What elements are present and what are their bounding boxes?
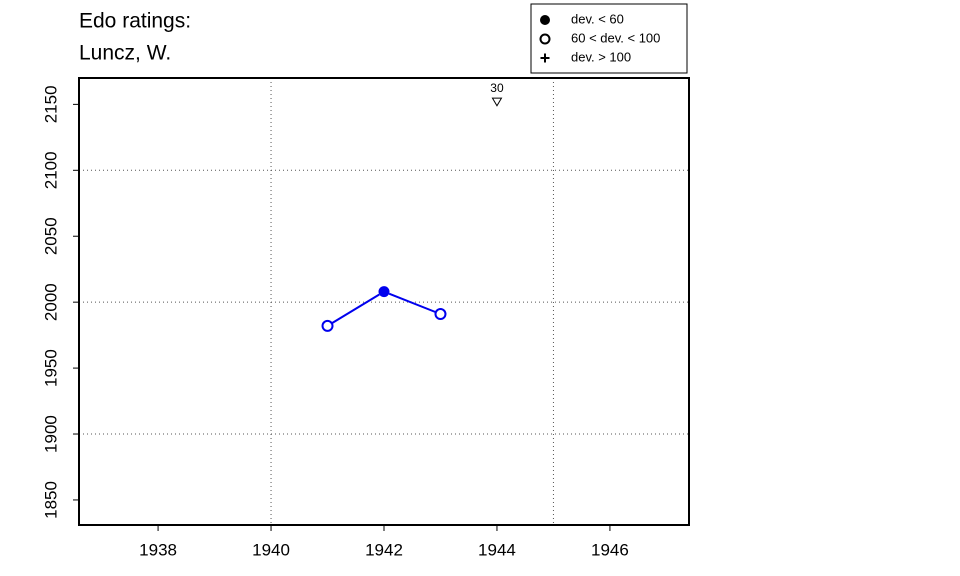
y-tick-label: 2050 <box>41 217 60 255</box>
point <box>378 286 390 298</box>
y-tick-label: 1900 <box>41 415 60 453</box>
x-tick-label: 1940 <box>252 540 290 559</box>
point <box>491 97 503 107</box>
y-tick-label: 1950 <box>41 349 60 387</box>
y-tick-label: 1850 <box>41 481 60 519</box>
legend-label: 60 < dev. < 100 <box>571 30 660 45</box>
plot-frame <box>78 77 690 526</box>
point <box>434 308 447 321</box>
series-line <box>331 292 436 324</box>
legend-label: dev. < 60 <box>571 11 624 26</box>
chart-title: Edo ratings: <box>79 10 191 33</box>
point <box>539 33 551 45</box>
chart-title: Luncz, W. <box>79 42 171 65</box>
point <box>540 53 550 63</box>
x-tick-label: 1938 <box>139 540 177 559</box>
legend-label: dev. > 100 <box>571 49 631 64</box>
point <box>321 319 334 332</box>
x-tick-label: 1944 <box>478 540 516 559</box>
x-tick-label: 1942 <box>365 540 403 559</box>
x-tick-label: 1946 <box>591 540 629 559</box>
y-tick-label: 2100 <box>41 151 60 189</box>
legend-box <box>530 3 688 74</box>
y-tick-label: 2000 <box>41 283 60 321</box>
y-tick-label: 2150 <box>41 85 60 123</box>
annotation-label: 30 <box>490 81 504 95</box>
point <box>540 15 550 25</box>
